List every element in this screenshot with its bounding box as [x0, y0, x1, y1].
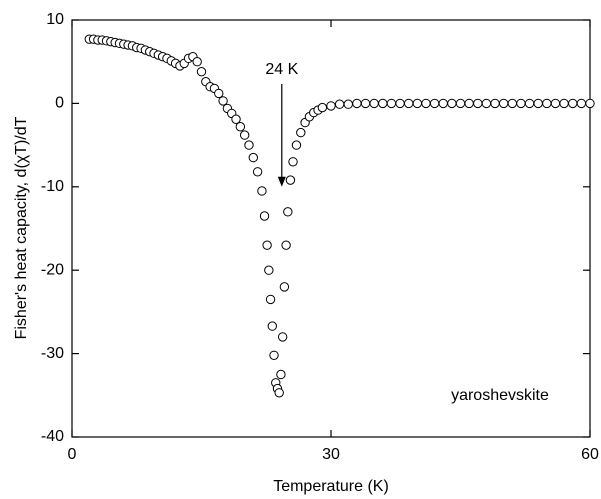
x-tick-label: 30	[322, 446, 340, 463]
data-point	[192, 57, 202, 67]
y-tick-label: 10	[46, 11, 64, 28]
data-point	[274, 388, 284, 398]
data-point	[473, 98, 483, 109]
data-point	[369, 98, 379, 109]
data-point	[235, 122, 246, 132]
data-point	[196, 67, 207, 77]
data-point	[276, 369, 286, 380]
data-point	[279, 282, 290, 292]
y-tick-label: -20	[41, 261, 64, 278]
x-tick-label: 60	[581, 446, 599, 463]
data-point	[490, 98, 500, 109]
data-point	[378, 98, 388, 109]
data-point	[248, 152, 259, 163]
data-point	[252, 167, 263, 177]
data-point	[283, 207, 293, 217]
data-point	[412, 98, 423, 109]
y-tick-label: 0	[55, 95, 64, 112]
x-tick-label: 0	[68, 446, 77, 463]
data-point	[291, 140, 302, 150]
y-tick-label: -40	[41, 428, 64, 445]
data-point	[464, 98, 474, 109]
data-point	[498, 98, 509, 109]
data-point	[218, 96, 228, 106]
data-point	[296, 127, 306, 138]
data-point	[550, 98, 561, 109]
data-point	[576, 98, 587, 109]
annotation-text: 24 K	[265, 61, 298, 78]
data-point	[265, 294, 276, 305]
data-point	[326, 101, 336, 111]
data-point	[244, 140, 254, 150]
data-point	[214, 88, 224, 99]
annotation-arrowhead	[277, 176, 286, 187]
data-point	[231, 114, 241, 124]
data-point	[429, 98, 440, 109]
data-point	[262, 240, 272, 250]
data-point	[288, 157, 298, 167]
data-point	[259, 211, 270, 221]
x-axis-label: Temperature (K)	[273, 478, 389, 495]
data-point	[386, 98, 397, 109]
data-point	[421, 98, 431, 109]
data-point	[559, 98, 569, 109]
data-point	[264, 265, 274, 275]
data-point	[455, 98, 466, 109]
data-point	[317, 102, 328, 113]
data-point	[438, 98, 448, 109]
y-tick-label: -10	[41, 178, 64, 195]
data-point	[568, 98, 578, 109]
data-point	[524, 98, 535, 109]
data-point	[360, 98, 371, 109]
data-point	[343, 99, 353, 109]
data-point	[352, 98, 362, 109]
data-point	[507, 98, 517, 109]
data-point	[334, 99, 345, 109]
y-axis-label: Fisher's heat capacity, d(χT)/dT	[13, 116, 30, 339]
data-point	[395, 98, 405, 109]
data-point	[447, 98, 457, 109]
data-point	[404, 98, 414, 109]
data-point	[239, 130, 250, 140]
data-point	[285, 175, 296, 185]
data-point	[277, 332, 288, 342]
data-point	[281, 240, 291, 250]
plot-frame	[71, 19, 591, 438]
sample-label: yaroshevskite	[451, 387, 549, 404]
data-point	[533, 98, 543, 109]
y-tick-label: -30	[41, 345, 64, 362]
data-point	[585, 98, 595, 109]
data-point	[267, 321, 277, 331]
data-point	[257, 186, 267, 196]
data-point	[481, 98, 492, 109]
data-point	[516, 98, 526, 109]
data-point	[542, 98, 552, 109]
data-point	[269, 350, 279, 360]
